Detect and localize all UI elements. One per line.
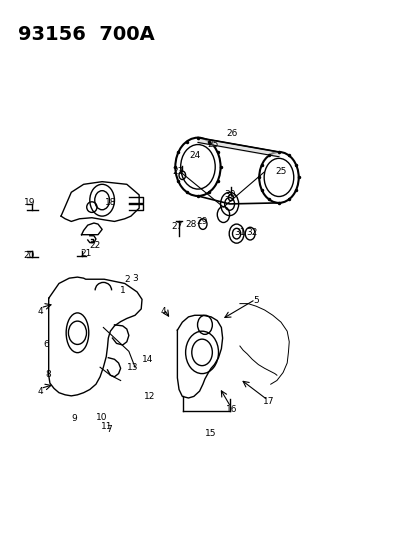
Text: 2: 2 [124, 275, 129, 284]
Text: 25: 25 [207, 140, 218, 149]
Text: 29: 29 [196, 217, 207, 226]
Text: 16: 16 [225, 405, 237, 414]
Text: 32: 32 [246, 228, 257, 237]
Text: 18: 18 [104, 198, 116, 207]
Text: 21: 21 [80, 249, 91, 258]
Text: 31: 31 [234, 228, 245, 237]
Text: 22: 22 [89, 241, 100, 250]
Text: 1: 1 [119, 286, 125, 295]
Text: 4: 4 [38, 307, 43, 316]
Text: 11: 11 [100, 422, 112, 431]
Text: 15: 15 [205, 429, 216, 438]
Text: 19: 19 [24, 198, 35, 207]
Text: 24: 24 [189, 151, 200, 160]
Text: 6: 6 [43, 341, 49, 350]
Text: 20: 20 [24, 252, 35, 261]
Text: 4: 4 [38, 386, 43, 395]
Text: 28: 28 [185, 220, 196, 229]
Text: 23: 23 [172, 166, 183, 175]
Text: 7: 7 [106, 425, 112, 434]
Text: 5: 5 [253, 296, 259, 305]
Text: 27: 27 [171, 222, 183, 231]
Text: 14: 14 [141, 355, 153, 364]
Text: 93156  700A: 93156 700A [18, 25, 154, 44]
Text: 10: 10 [96, 413, 108, 422]
Text: 13: 13 [127, 363, 138, 372]
Text: 30: 30 [223, 190, 235, 199]
Text: 9: 9 [71, 414, 77, 423]
Text: 4: 4 [161, 307, 166, 316]
Text: 25: 25 [275, 166, 286, 175]
Text: 26: 26 [225, 130, 237, 139]
Text: 3: 3 [132, 273, 138, 282]
Text: 17: 17 [262, 397, 274, 406]
Text: 8: 8 [46, 370, 52, 379]
Text: 12: 12 [143, 392, 155, 401]
